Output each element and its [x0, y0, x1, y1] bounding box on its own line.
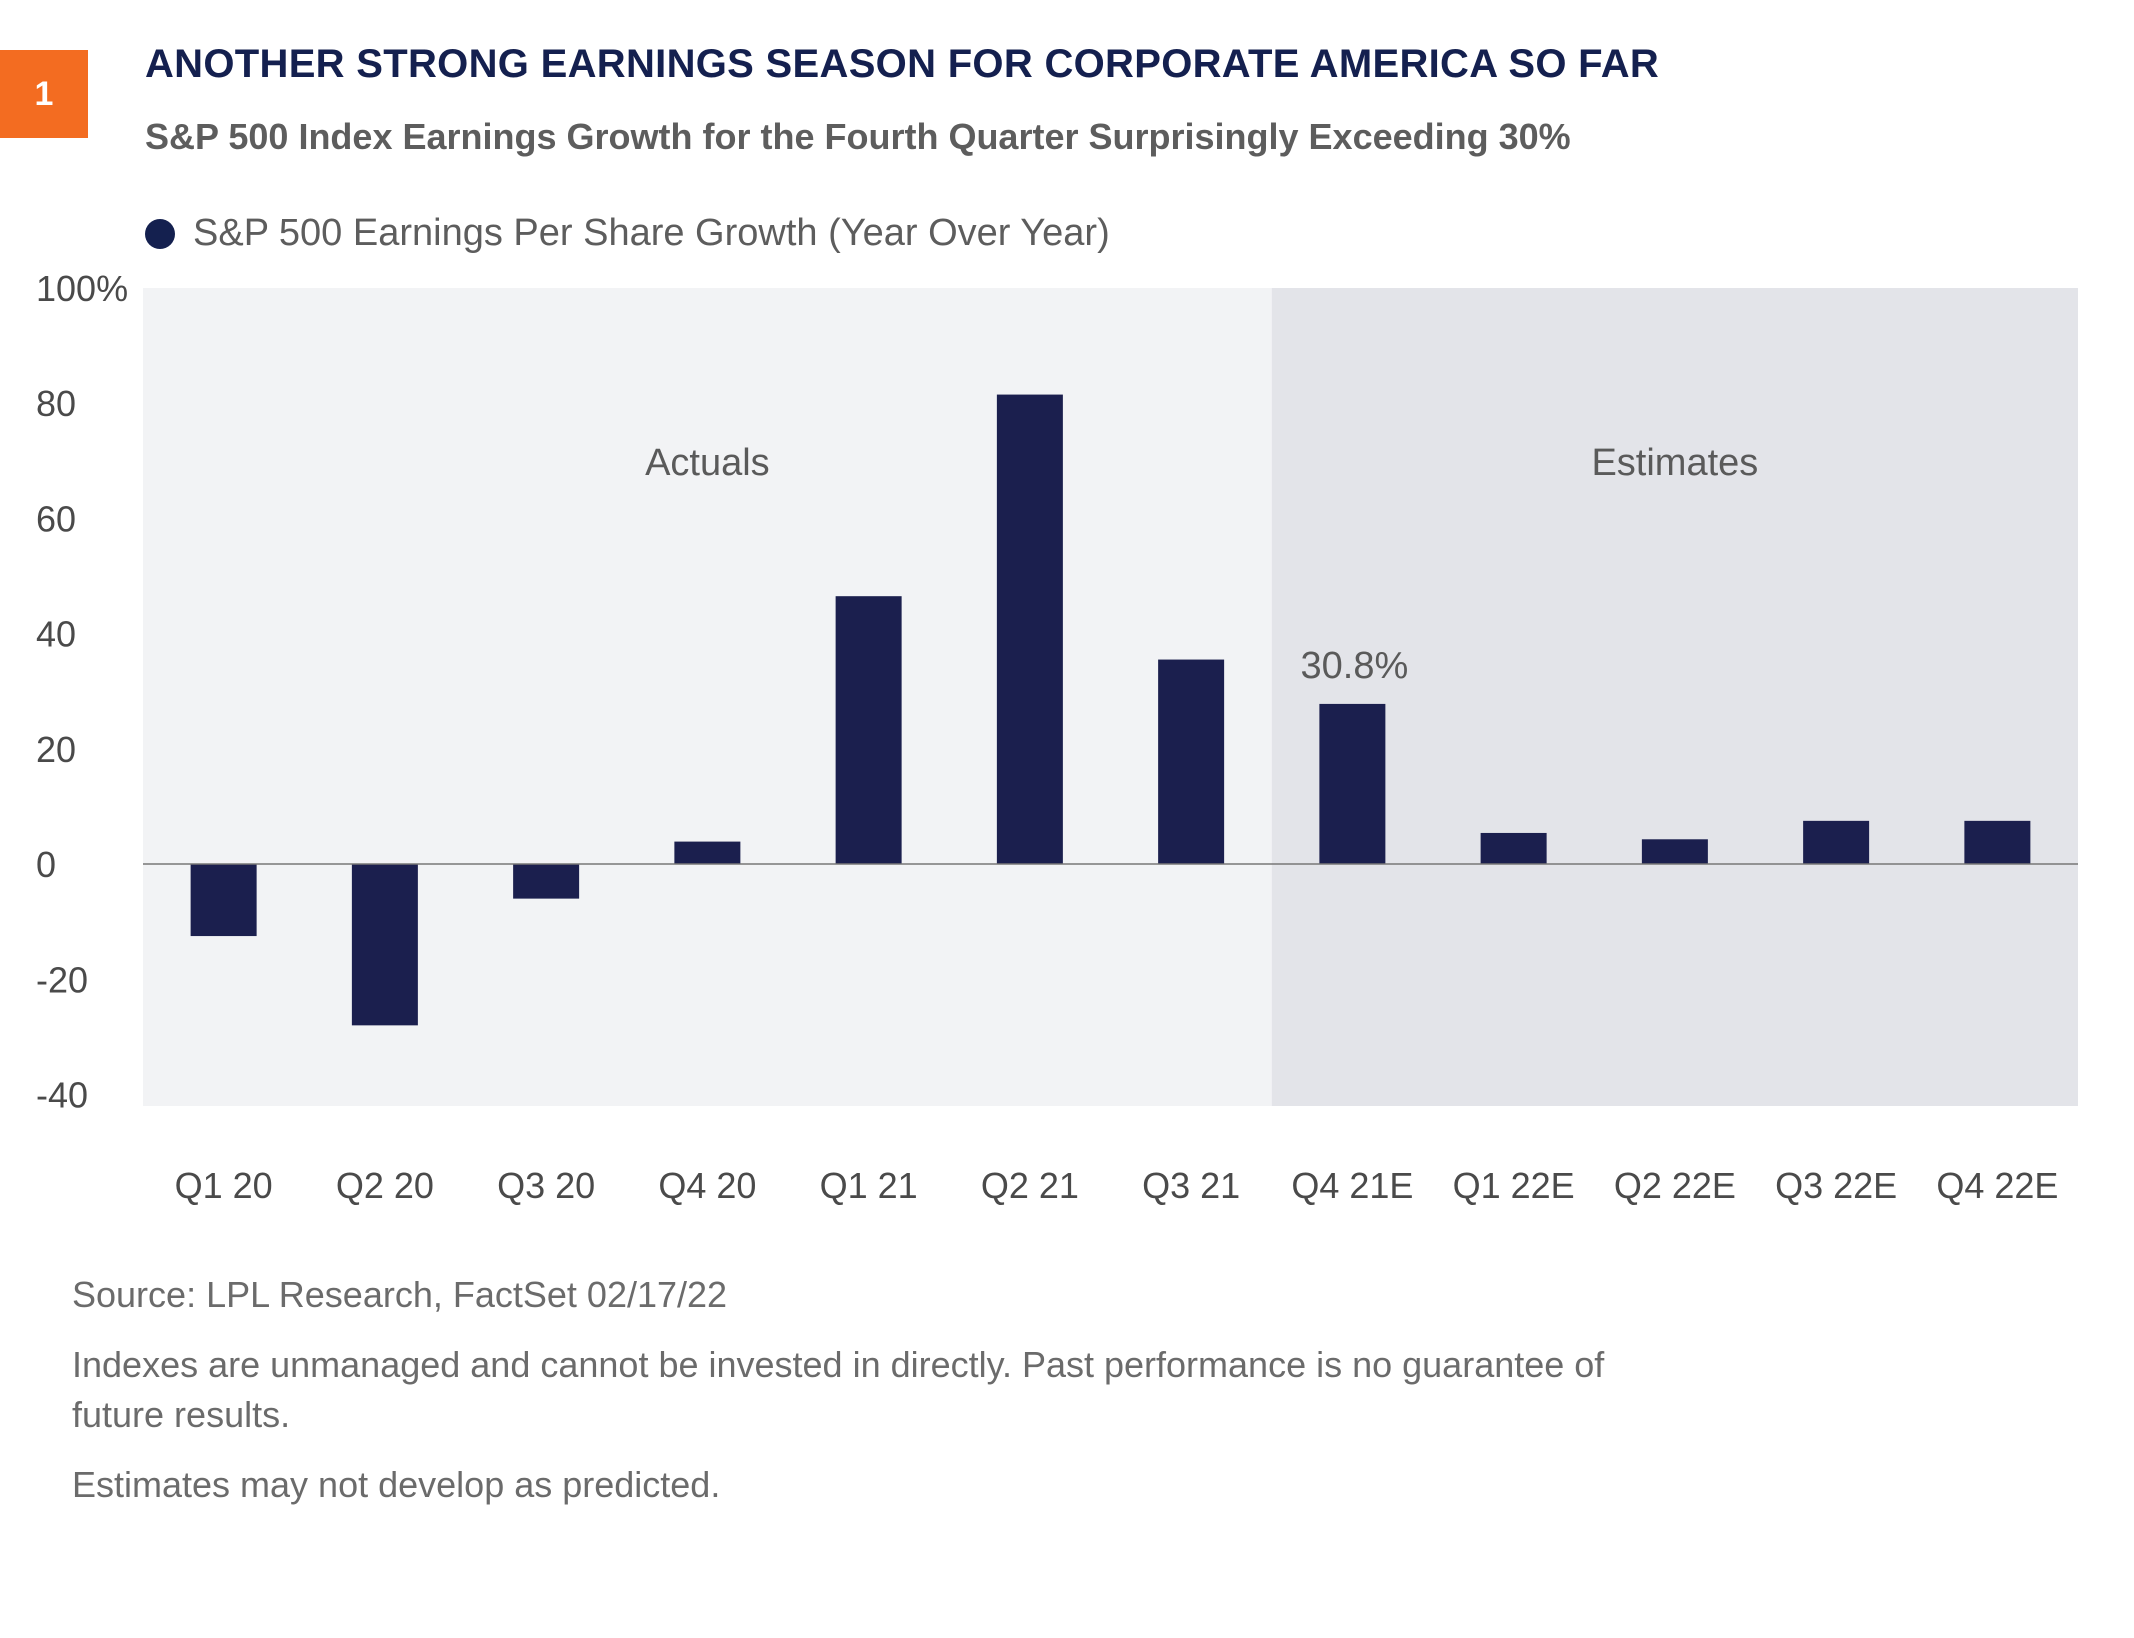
y-tick-label: 100% — [36, 270, 128, 309]
region-background-actuals — [143, 288, 1272, 1106]
legend-label: S&P 500 Earnings Per Share Growth (Year … — [193, 212, 1110, 254]
x-tick-label: Q4 22E — [1936, 1165, 2058, 1206]
x-tick-label: Q2 21 — [981, 1165, 1079, 1206]
bar — [190, 864, 257, 937]
region-label-actuals: Actuals — [645, 442, 770, 484]
region-background-estimates — [1271, 288, 2078, 1106]
x-tick-label: Q4 21E — [1291, 1165, 1413, 1206]
bar — [996, 394, 1063, 865]
x-tick-label: Q1 22E — [1453, 1165, 1575, 1206]
disclaimer-note: Indexes are unmanaged and cannot be inve… — [72, 1344, 1605, 1435]
x-tick-label: Q4 20 — [658, 1165, 756, 1206]
y-tick-label: 0 — [36, 844, 56, 885]
y-tick-label: 20 — [36, 729, 76, 770]
bar — [1480, 832, 1547, 865]
bar-chart: Actuals Estimates 100% 80 60 40 20 0 -20 -40 30.8%… — [36, 270, 2078, 1206]
region-label-estimates: Estimates — [1591, 442, 1758, 484]
x-tick-label: Q3 22E — [1775, 1165, 1897, 1206]
bar — [1964, 820, 2031, 865]
bar — [1803, 820, 1870, 865]
y-tick-label: 60 — [36, 498, 76, 539]
estimates-note: Estimates may not develop as predicted. — [72, 1464, 721, 1505]
bar — [674, 841, 741, 865]
chart-number-badge: 1 — [0, 50, 88, 138]
data-label: 30.8% — [1301, 645, 1409, 687]
x-tick-label: Q3 21 — [1142, 1165, 1240, 1206]
source-note: Source: LPL Research, FactSet 02/17/22 — [72, 1274, 728, 1315]
bar — [1319, 703, 1386, 865]
chart-legend: S&P 500 Earnings Per Share Growth (Year … — [145, 212, 1110, 255]
y-tick-label: -20 — [36, 959, 88, 1000]
chart-title: ANOTHER STRONG EARNINGS SEASON FOR CORPO… — [145, 42, 1660, 86]
x-tick-label: Q2 22E — [1614, 1165, 1736, 1206]
bar — [351, 864, 418, 1026]
bar — [513, 864, 580, 899]
x-tick-label: Q1 21 — [820, 1165, 918, 1206]
y-tick-label: 80 — [36, 383, 76, 424]
bar — [1158, 659, 1225, 865]
x-tick-label: Q3 20 — [497, 1165, 595, 1206]
chart-subtitle: S&P 500 Index Earnings Growth for the Fo… — [145, 116, 1571, 157]
bar — [835, 596, 902, 865]
x-tick-label: Q2 20 — [336, 1165, 434, 1206]
legend-dot-icon — [145, 218, 175, 249]
bar — [1641, 839, 1708, 865]
footnotes: Source: LPL Research, FactSet 02/17/22 I… — [72, 1270, 1772, 1530]
y-tick-label: 40 — [36, 614, 76, 655]
x-tick-label: Q1 20 — [175, 1165, 273, 1206]
y-tick-label: -40 — [36, 1074, 88, 1115]
